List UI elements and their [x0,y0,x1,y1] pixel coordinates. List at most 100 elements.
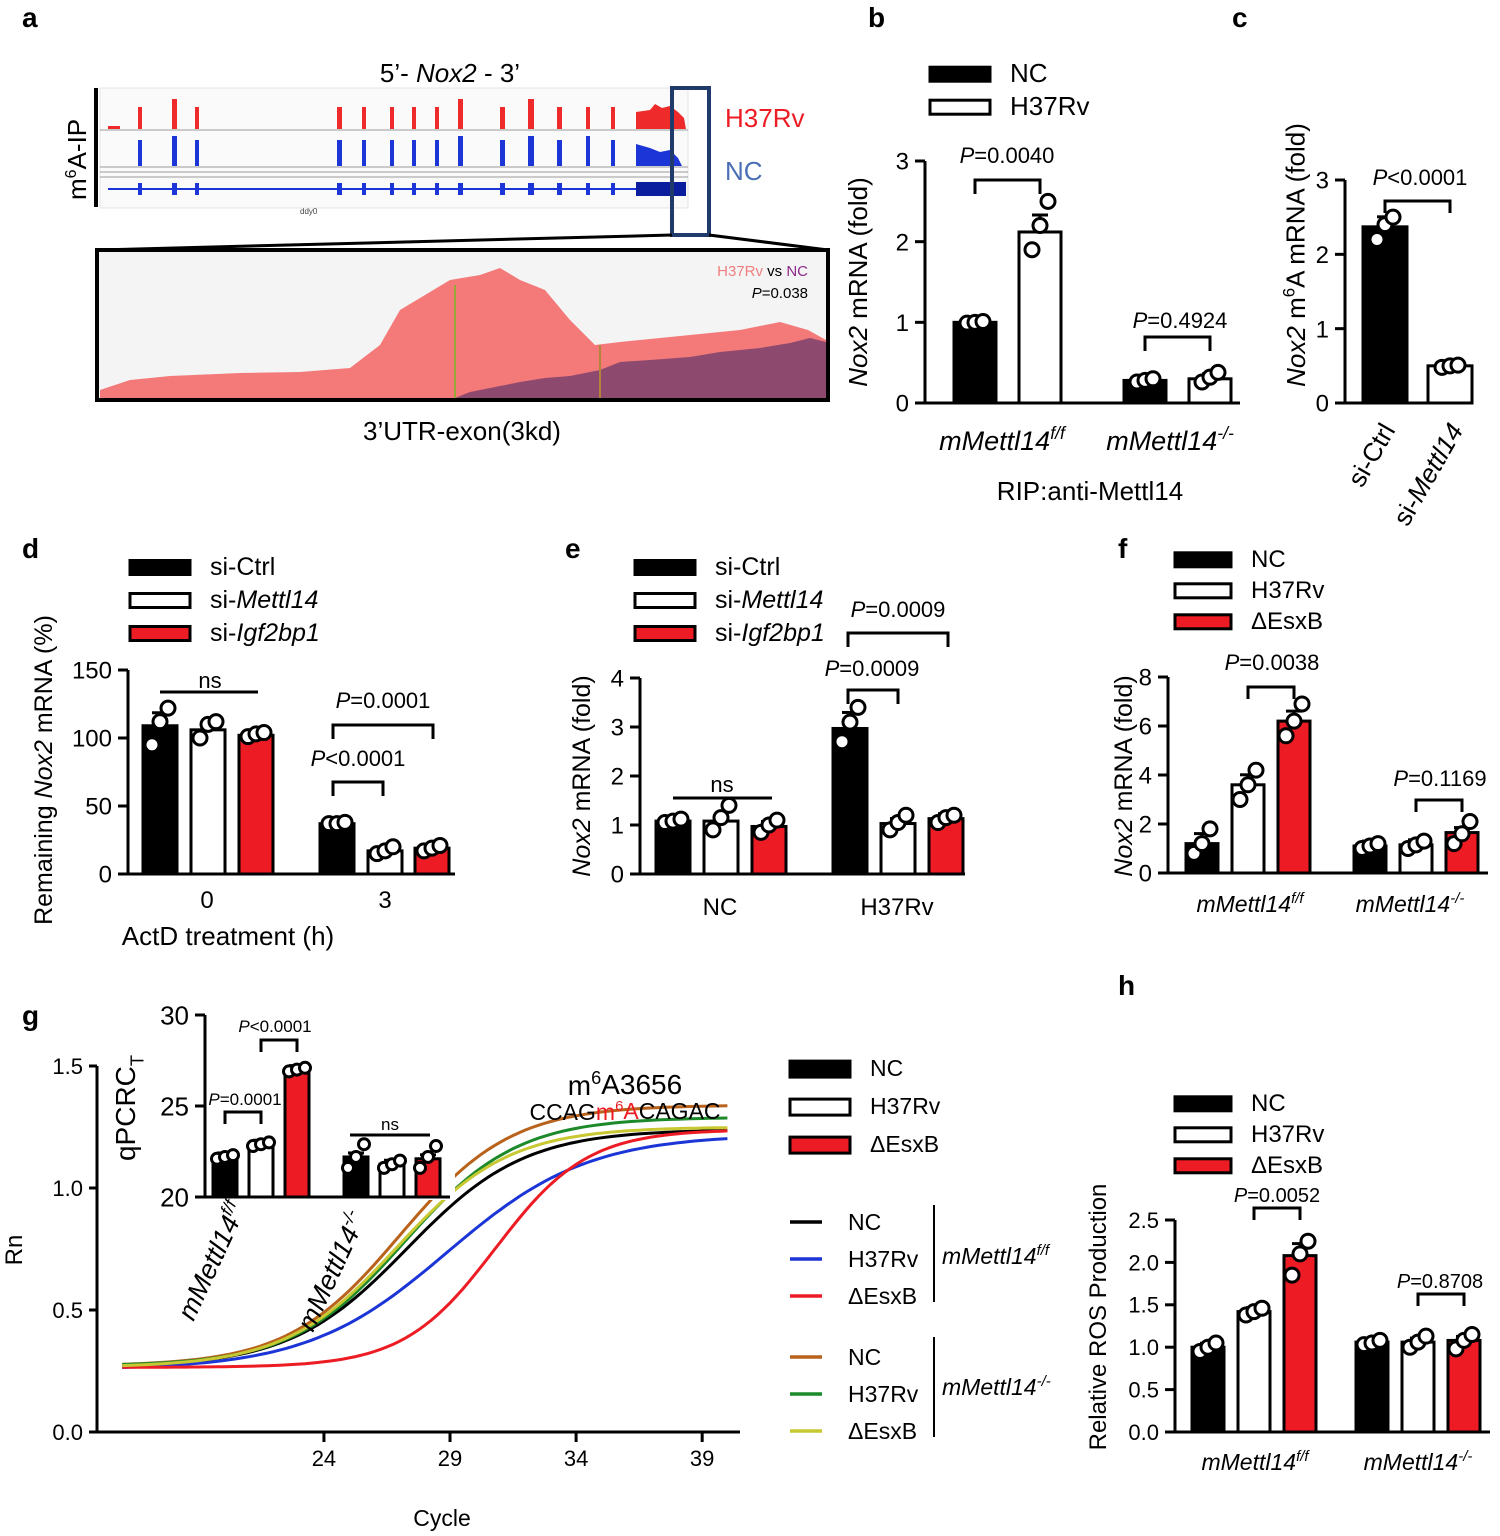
panel-g-inset-dot [393,1153,407,1168]
nc-coverage-peak [138,140,142,166]
h37rv-coverage-peak [611,107,615,129]
panel-e-legend-2-label: si-Igf2bp1 [715,619,825,647]
panel-g-ylabel: Rn [1,1235,28,1266]
panel-d-category-label: 3 [378,887,391,914]
panel-c-pvalue: P<0.0001 [1373,165,1468,190]
panel-g-inset-legend-1-label: H37Rv [870,1093,941,1119]
panel-g-inset-legend-2-swatch [788,1135,852,1155]
panel-f-pvalue-2: P=0.1169 [1393,766,1486,791]
panel-h-legend-2-swatch [1173,1157,1233,1175]
panel-letter-c: c [1232,2,1248,33]
panel-e-dot [672,810,690,828]
panel-h-chart: NC H37Rv ΔEsxB 0.0 0.5 1.0 1.5 2.0 2.5 Relative R… [1085,1090,1490,1475]
gene-exon [557,183,562,195]
panel-h-dot [1283,1266,1301,1284]
h37rv-coverage-peak [435,107,439,129]
panel-e-legend-0-swatch [633,559,697,576]
panel-f-ylabel: Nox2 mRNA (fold) [1110,675,1138,876]
panel-f-bracket [1414,798,1464,812]
panel-g-curve-legend-label: ΔEsxB [848,1283,917,1309]
panel-h-bar [1354,1340,1390,1434]
panel-g-inset-pvalue-2: P<0.0001 [238,1017,311,1036]
panel-e-ytick-label: 2 [611,764,624,791]
panel-f-legend-2-label: ΔEsxB [1251,608,1323,635]
panel-d-legend-1-label: si-Mettl14 [210,586,318,614]
panel-g-main-ytick-label: 0.0 [52,1420,83,1445]
panel-d-legend-0-swatch [128,559,192,576]
panel-h-dot [1207,1334,1225,1352]
panel-e-ns-label: ns [710,772,733,797]
panel-a-gene-title: 5’- Nox2 - 3’ [380,58,520,88]
panel-g-curve-legend-label: NC [848,1209,881,1235]
panel-d-ylabel: Remaining Nox2 mRNA (%) [30,615,58,925]
panel-a-label-h37rv: H37Rv [725,103,804,133]
panel-g-inset-pvalue-1: P=0.0001 [208,1090,281,1109]
gene-exon [611,183,615,195]
h37rv-coverage-peak [528,99,534,129]
panel-f-group-label: mMettl14f/f [1196,890,1305,917]
panel-h-dot [1299,1232,1317,1250]
panel-h-ytick-label: 2.5 [1128,1208,1159,1233]
panel-f-dot [1453,825,1471,843]
panel-e-dot [704,821,722,839]
panel-h-group-label: mMettl14-/- [1364,1448,1473,1475]
panel-g-inset-bracket [259,1038,299,1052]
h37rv-coverage-peak [500,107,505,129]
panel-d-bar [237,733,275,876]
panel-h-ytick-label: 0.5 [1128,1378,1159,1403]
panel-g-inset-bar [283,1068,311,1199]
panel-d-dot [191,729,209,747]
panel-a-label-nc: NC [725,156,763,186]
panel-d-bar [189,728,227,876]
panel-d-dot [336,813,354,831]
panel-e-ytick-label: 1 [611,813,624,840]
panel-h-legend-0-swatch [1173,1095,1233,1113]
panel-d-dot [384,838,402,856]
panel-b-pvalue-1: P=0.0040 [960,143,1055,168]
panel-c-ytick-label: 0 [1316,391,1329,418]
panel-d-ytick-label: 50 [85,794,112,821]
panel-h-ytick-label: 1.5 [1128,1293,1159,1318]
panel-c-ytick-label: 2 [1316,242,1329,269]
panel-g-curve----ΔEsxB [122,1126,728,1368]
panel-g-inset-legend-1-swatch [788,1097,852,1117]
panel-e-category-label: H37Rv [860,894,933,921]
panel-g-curve-legend-label: NC [848,1344,881,1370]
panel-d-dot [143,736,161,754]
panel-b-group-label: mMettl14-/- [1106,423,1234,456]
panel-b-dot [974,313,992,331]
panel-e-bar [831,726,869,876]
nc-coverage-peak [611,140,615,166]
panel-g-curve-legend-label: ΔEsxB [848,1418,917,1444]
panel-g-inset-bracket [223,1110,263,1124]
panel-e-chart: si-Ctrl si-Mettl14 si-Igf2bp1 0 1 2 3 4 Nox2 mRN… [568,553,965,921]
panel-g-probe-label: m6A3656 [568,1068,682,1101]
panel-h-dot [1253,1299,1271,1317]
gene-exon [586,183,590,195]
panel-h-group-label: mMettl14f/f [1201,1448,1310,1475]
panel-g-curve-ff-H37Rv [122,1137,728,1369]
panel-b-dot [1209,363,1227,381]
gene-exon [390,183,394,195]
panel-g-inset-ytick-label: 25 [160,1091,189,1121]
panel-f-legend-2-swatch [1173,613,1233,631]
panel-f-group-label: mMettl14-/- [1356,890,1465,917]
panel-f-bracket [1246,685,1296,699]
panel-h-dot [1417,1327,1435,1345]
panel-f-dot [1285,712,1303,730]
gene-exon [362,183,366,195]
panel-e-pvalue-2: P=0.0009 [825,656,920,681]
panel-f-legend-1-label: H37Rv [1251,577,1324,604]
panel-g-inset-dot [298,1060,312,1075]
nc-coverage-peak [412,140,416,166]
panel-b-bracket [973,178,1042,194]
panel-f-ytick-label: 4 [1139,763,1152,790]
panel-g-inset-ylabel: qPCRCT [110,1055,147,1161]
panel-g-main-ytick-label: 0.5 [52,1298,83,1323]
panel-e-dot [841,713,859,731]
panel-g-inset-ytick-label: 20 [160,1182,189,1212]
panel-d-ytick-label: 0 [99,862,112,889]
panel-c-category-label: si-Ctrl [1341,418,1401,492]
panel-e-dot [720,796,738,814]
